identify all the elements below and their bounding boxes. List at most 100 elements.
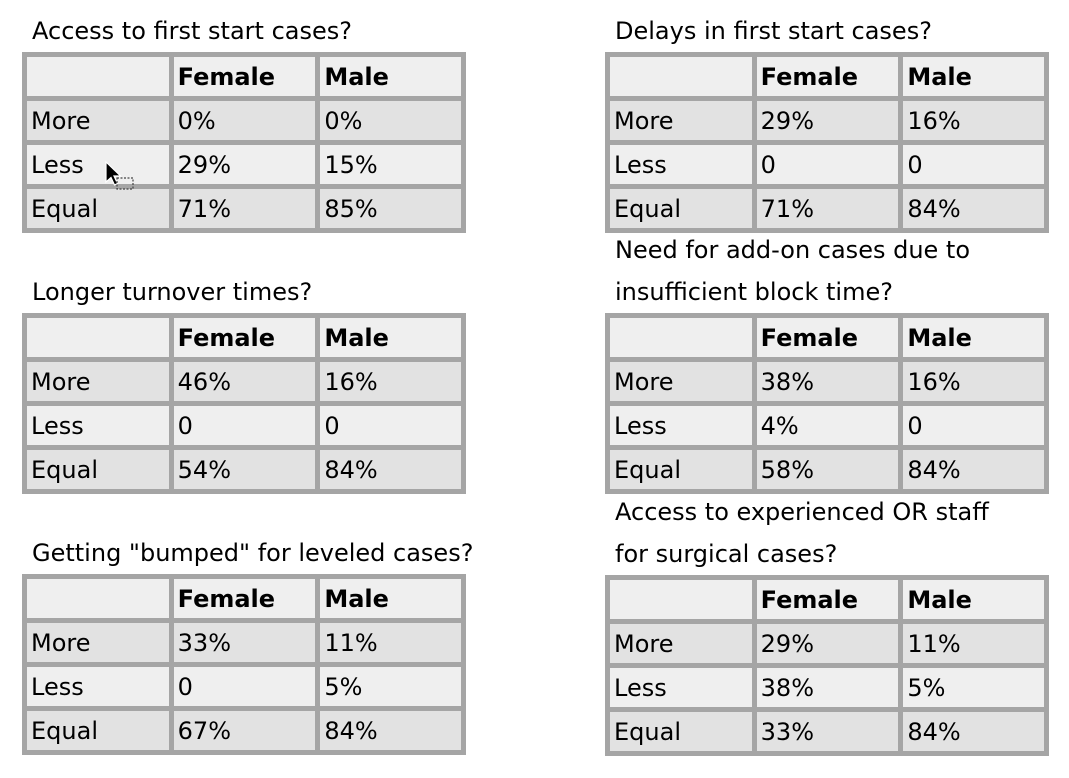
row-label-more: More	[27, 362, 169, 401]
cell-less-male: 0	[903, 145, 1044, 184]
cell-more-female: 0%	[173, 101, 316, 140]
mouse-pointer-icon	[105, 161, 134, 190]
cell-more-female: 33%	[173, 623, 316, 662]
cell-more-female: 29%	[756, 624, 899, 663]
table-block-bumped-cases: Getting "bumped" for leveled cases? Fema…	[22, 532, 474, 755]
table-row: Equal 54% 84%	[27, 450, 461, 489]
header-female: Female	[173, 579, 316, 618]
table-row: Equal 33% 84%	[610, 712, 1044, 751]
row-label-equal: Equal	[610, 450, 752, 489]
row-label-more: More	[27, 623, 169, 662]
table-row: More 29% 11%	[610, 624, 1044, 663]
cell-equal-female: 67%	[173, 711, 316, 750]
survey-table: Female Male More 38% 16% Less 4% 0 Equal…	[605, 313, 1049, 494]
cell-equal-female: 33%	[756, 712, 899, 751]
row-label-equal: Equal	[27, 450, 169, 489]
cell-equal-male: 84%	[320, 711, 461, 750]
table-row: More 29% 16%	[610, 101, 1044, 140]
table-row: More 33% 11%	[27, 623, 461, 662]
row-label-more: More	[610, 101, 752, 140]
cell-equal-male: 84%	[903, 450, 1044, 489]
row-label-less: Less	[27, 406, 169, 445]
table-row: More 0% 0%	[27, 101, 461, 140]
table-block-delays-first-start: Delays in first start cases? Female Male…	[605, 10, 1049, 233]
cell-less-female: 0	[756, 145, 899, 184]
corner-cell	[610, 580, 752, 619]
corner-cell	[27, 579, 169, 618]
cell-less-female: 4%	[756, 406, 899, 445]
cell-equal-female: 71%	[756, 189, 899, 228]
header-male: Male	[903, 318, 1044, 357]
table-row: More 46% 16%	[27, 362, 461, 401]
table-row: Less 29% 15%	[27, 145, 461, 184]
table-row: Less 4% 0	[610, 406, 1044, 445]
cell-equal-female: 71%	[173, 189, 316, 228]
table-title: Delays in first start cases?	[615, 17, 932, 45]
cell-less-female: 38%	[756, 668, 899, 707]
cell-more-male: 16%	[903, 362, 1044, 401]
cell-equal-male: 84%	[903, 712, 1044, 751]
header-female: Female	[756, 57, 899, 96]
cell-more-female: 38%	[756, 362, 899, 401]
header-female: Female	[173, 318, 316, 357]
survey-table: Female Male More 46% 16% Less 0 0 Equal …	[22, 313, 466, 494]
corner-cell	[610, 318, 752, 357]
table-title: Access to experienced OR staff for surgi…	[615, 498, 989, 568]
survey-table: Female Male More 29% 11% Less 38% 5% Equ…	[605, 575, 1049, 756]
row-label-less: Less	[27, 145, 169, 184]
row-label-equal: Equal	[610, 189, 752, 228]
row-label-less: Less	[610, 406, 752, 445]
header-female: Female	[756, 318, 899, 357]
table-row: Less 0 0	[27, 406, 461, 445]
cell-less-female: 0	[173, 406, 316, 445]
table-row: Equal 71% 84%	[610, 189, 1044, 228]
table-block-experienced-staff: Access to experienced OR staff for surgi…	[605, 491, 1049, 756]
row-label-more: More	[610, 362, 752, 401]
cell-less-male: 0	[903, 406, 1044, 445]
table-block-add-on-cases: Need for add-on cases due to insufficien…	[605, 229, 1049, 494]
table-row: Less 38% 5%	[610, 668, 1044, 707]
table-title: Longer turnover times?	[32, 278, 313, 306]
cell-more-female: 29%	[756, 101, 899, 140]
table-row: Less 0 0	[610, 145, 1044, 184]
row-label-equal: Equal	[27, 189, 169, 228]
row-label-more: More	[27, 101, 169, 140]
cell-less-male: 15%	[320, 145, 461, 184]
row-label-equal: Equal	[610, 712, 752, 751]
cell-more-male: 16%	[320, 362, 461, 401]
header-male: Male	[903, 57, 1044, 96]
cell-more-male: 16%	[903, 101, 1044, 140]
cell-equal-male: 85%	[320, 189, 461, 228]
cell-less-female: 0	[173, 667, 316, 706]
header-male: Male	[320, 318, 461, 357]
row-label-less: Less	[610, 145, 752, 184]
header-male: Male	[903, 580, 1044, 619]
header-male: Male	[320, 579, 461, 618]
table-row: More 38% 16%	[610, 362, 1044, 401]
cell-less-male: 0	[320, 406, 461, 445]
table-title: Need for add-on cases due to insufficien…	[615, 236, 971, 306]
table-block-turnover-times: Longer turnover times? Female Male More …	[22, 271, 466, 494]
row-label-less: Less	[27, 667, 169, 706]
survey-table: Female Male More 0% 0% Less 29% 15% Equa…	[22, 52, 466, 233]
cell-equal-female: 58%	[756, 450, 899, 489]
row-label-more: More	[610, 624, 752, 663]
cell-more-female: 46%	[173, 362, 316, 401]
table-block-access-first-start: Access to first start cases? Female Male…	[22, 10, 466, 233]
cell-equal-male: 84%	[320, 450, 461, 489]
row-label-equal: Equal	[27, 711, 169, 750]
table-title: Getting "bumped" for leveled cases?	[32, 539, 474, 567]
table-row: Equal 67% 84%	[27, 711, 461, 750]
cell-less-male: 5%	[903, 668, 1044, 707]
cell-equal-female: 54%	[173, 450, 316, 489]
table-row: Less 0 5%	[27, 667, 461, 706]
header-male: Male	[320, 57, 461, 96]
cell-less-female: 29%	[173, 145, 316, 184]
table-title: Access to first start cases?	[32, 17, 352, 45]
cell-more-male: 11%	[903, 624, 1044, 663]
corner-cell	[27, 318, 169, 357]
corner-cell	[610, 57, 752, 96]
table-row: Equal 58% 84%	[610, 450, 1044, 489]
cell-more-male: 11%	[320, 623, 461, 662]
corner-cell	[27, 57, 169, 96]
